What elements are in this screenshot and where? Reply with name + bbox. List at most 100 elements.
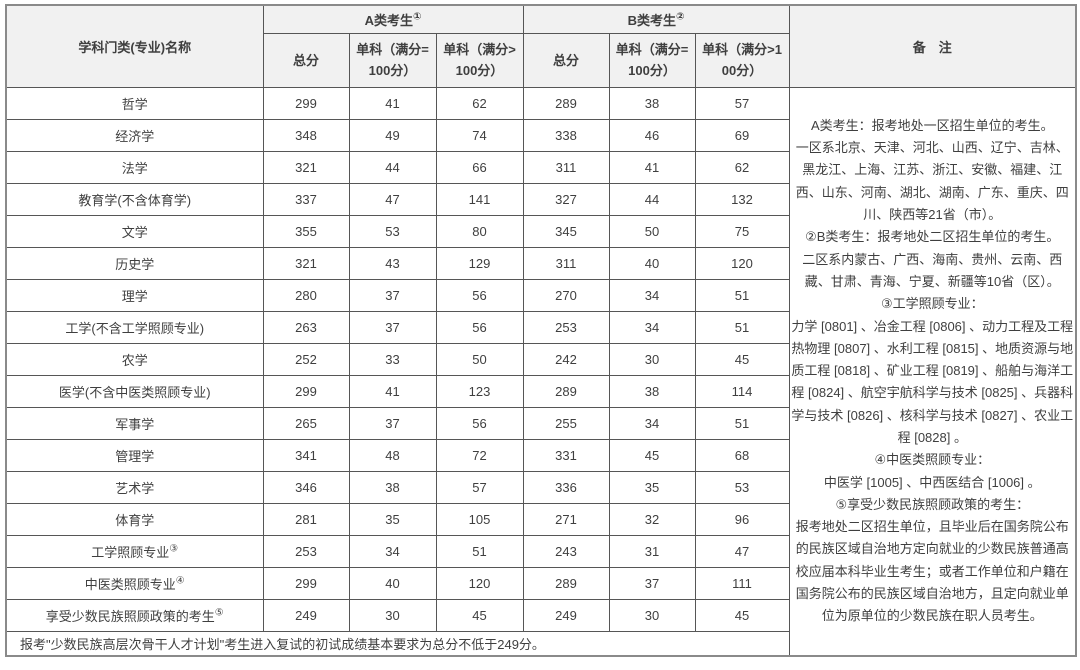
score-cell: 345 [522,214,610,248]
subject-name: 工学(不含工学照顾专业) [5,310,264,344]
score-cell: 37 [348,310,437,344]
score-cell: 51 [694,406,790,440]
score-cell: 45 [608,438,696,472]
table-row: 经济学 348 49 74 338 46 69 [5,118,1076,152]
score-cell: 249 [522,598,610,632]
table-row: 艺术学 346 38 57 336 35 53 [5,470,1076,504]
score-cell: 56 [435,278,524,312]
column-group-b: B类考生② [522,4,790,34]
score-cell: 331 [522,438,610,472]
footnote-marker-3: ③ [169,543,179,555]
column-header-a-single-gt100: 单科（满分>100分） [435,32,524,88]
score-cell: 40 [348,566,437,600]
score-cell: 66 [435,150,524,184]
score-cell: 50 [435,342,524,376]
score-cell: 249 [262,598,350,632]
score-cell: 355 [262,214,350,248]
column-header-remarks: 备 注 [788,4,1077,88]
table-row: 法学 321 44 66 311 41 62 [5,150,1076,184]
score-cell: 44 [348,150,437,184]
score-cell: 271 [522,502,610,536]
score-cell: 337 [262,182,350,216]
score-cell: 336 [522,470,610,504]
score-cell: 40 [608,246,696,280]
score-cell: 253 [522,310,610,344]
score-cell: 37 [348,278,437,312]
score-cell: 46 [608,118,696,152]
score-cell: 96 [694,502,790,536]
table-row: 文学 355 53 80 345 50 75 [5,214,1076,248]
subject-name: 体育学 [5,502,264,536]
score-cell: 41 [608,150,696,184]
subject-name: 历史学 [5,246,264,280]
score-cell: 50 [608,214,696,248]
score-cell: 30 [608,342,696,376]
score-cell: 51 [694,310,790,344]
score-cell: 299 [262,86,350,120]
score-cell: 41 [348,86,437,120]
table-row: 工学照顾专业③ 253 34 51 243 31 47 [5,534,1076,568]
score-cell: 33 [348,342,437,376]
score-cell: 34 [608,310,696,344]
subject-name: 管理学 [5,438,264,472]
score-cell: 45 [435,598,524,632]
score-cell: 321 [262,246,350,280]
score-cell: 34 [348,534,437,568]
score-cell: 120 [435,566,524,600]
score-cell: 72 [435,438,524,472]
subject-name: 中医类照顾专业④ [5,566,264,600]
score-cell: 53 [348,214,437,248]
table-footnote-row: 报考"少数民族高层次骨干人才计划"考生进入复试的初试成绩基本要求为总分不低于24… [5,630,1076,657]
remarks-paragraph: 中医学 [1005] 、中西医结合 [1006] 。 [823,474,1041,490]
footnote-marker-4: ④ [175,575,185,587]
score-cell: 47 [694,534,790,568]
score-cell: 51 [435,534,524,568]
subject-name: 文学 [5,214,264,248]
score-cell: 43 [348,246,437,280]
score-cell: 45 [694,598,790,632]
score-cell: 338 [522,118,610,152]
score-cell: 265 [262,406,350,440]
footnote-marker-2: ② [675,11,685,23]
subject-name: 哲学 [5,86,264,120]
table-row: 中医类照顾专业④ 299 40 120 289 37 111 [5,566,1076,600]
column-group-a: A类考生① [262,4,524,34]
column-header-b-single-eq100: 单科（满分=100分） [608,32,696,88]
score-cell: 75 [694,214,790,248]
score-cell: 242 [522,342,610,376]
score-cell: 47 [348,182,437,216]
score-cell: 56 [435,310,524,344]
remarks-cell: A类考生：报考地处一区招生单位的考生。 一区系北京、天津、河北、山西、辽宁、吉林… [788,86,1077,657]
footnote-marker-1: ① [412,11,422,23]
remarks-paragraph: 力学 [0801] 、冶金工程 [0806] 、动力工程及工程热物理 [0807… [791,318,1074,445]
score-cell: 348 [262,118,350,152]
score-cell: 114 [694,374,790,408]
score-cell: 299 [262,374,350,408]
subject-name: 法学 [5,150,264,184]
subject-name: 理学 [5,278,264,312]
remarks-paragraph: ②B类考生：报考地处二区招生单位的考生。 [805,229,1060,245]
table-row: 工学(不含工学照顾专业) 263 37 56 253 34 51 [5,310,1076,344]
table-row: 体育学 281 35 105 271 32 96 [5,502,1076,536]
score-cell: 255 [522,406,610,440]
score-cell: 31 [608,534,696,568]
score-cell: 32 [608,502,696,536]
score-cell: 68 [694,438,790,472]
remarks-paragraph: ③工学照顾专业： [880,296,984,312]
subject-name: 经济学 [5,118,264,152]
score-cell: 41 [348,374,437,408]
score-cell: 243 [522,534,610,568]
score-cell: 111 [694,566,790,600]
score-cell: 57 [435,470,524,504]
score-cell: 129 [435,246,524,280]
score-cell: 123 [435,374,524,408]
column-group-b-label: B类考生 [627,12,676,28]
score-table: 学科门类(专业)名称 A类考生① B类考生② 备 注 总分 单科（满分=100分… [5,4,1078,657]
score-cell: 299 [262,566,350,600]
score-cell: 49 [348,118,437,152]
score-cell: 80 [435,214,524,248]
score-cell: 45 [694,342,790,376]
score-cell: 289 [522,86,610,120]
score-cell: 48 [348,438,437,472]
